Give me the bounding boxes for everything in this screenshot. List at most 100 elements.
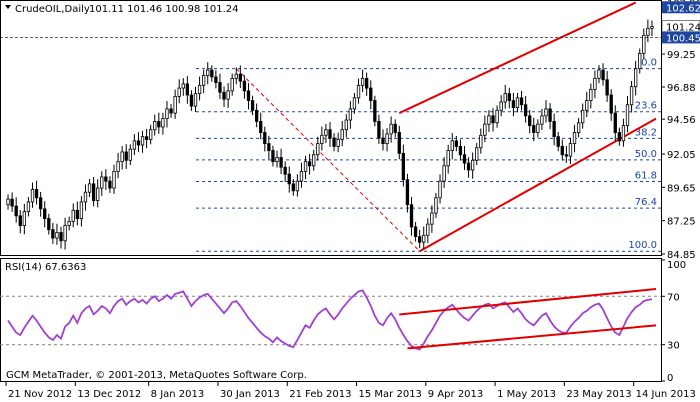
candle-body	[442, 165, 446, 182]
candle-body	[71, 209, 75, 222]
candle-body	[149, 129, 153, 140]
candle-body	[316, 143, 320, 156]
time-tick-label: 21 Feb 2013	[289, 389, 351, 400]
fib-level-label: 61.8	[635, 170, 657, 181]
candle-body	[324, 129, 328, 136]
candle-body	[560, 145, 564, 156]
candle-body	[250, 100, 255, 111]
candle-body	[475, 147, 479, 161]
candle-body	[307, 161, 312, 167]
candle-body	[238, 73, 243, 82]
time-tick-label: 15 Mar 2013	[359, 389, 422, 400]
candle-body	[438, 180, 442, 199]
price-tag-box	[662, 1, 700, 14]
price-tag-label: 100.45	[666, 33, 700, 44]
candle-body	[487, 115, 491, 125]
candle-body	[10, 198, 14, 207]
candle-body	[638, 52, 642, 70]
candle-body	[59, 232, 63, 242]
rsi-line	[7, 289, 653, 351]
candle-body	[157, 121, 161, 128]
candle-body	[230, 77, 234, 92]
candle-body	[140, 136, 145, 146]
candle-body	[197, 84, 202, 95]
price-axis: 102.96101.24100.4599.2596.8894.5692.0589…	[0, 0, 700, 261]
candle-body	[201, 75, 206, 86]
candle-body	[222, 91, 226, 100]
candle-body	[75, 209, 79, 219]
candle-body	[340, 129, 344, 140]
swing-dashed-line	[235, 68, 421, 252]
candle-body	[381, 137, 385, 145]
candle-body	[401, 152, 406, 181]
time-tick-label: 1 May 2013	[497, 389, 556, 400]
candle-body	[96, 187, 100, 201]
candle-body	[495, 109, 499, 124]
candle-body	[83, 191, 88, 203]
candle-body	[320, 134, 324, 145]
candle-body	[87, 183, 92, 193]
candle-body	[389, 123, 393, 135]
candle-body	[30, 189, 35, 203]
candle-body	[430, 212, 434, 225]
price-tick-label: 92.05	[667, 150, 696, 161]
candle-body	[55, 232, 59, 239]
candle-body	[283, 166, 287, 175]
price-tick-label: 89.65	[667, 183, 696, 194]
candle-body	[479, 134, 483, 149]
candle-body	[360, 77, 365, 86]
rsi-tick-label: 30	[667, 341, 680, 352]
candle-body	[218, 82, 222, 93]
candle-body	[397, 132, 401, 154]
candle-body	[373, 100, 377, 122]
ohlc-values: 101.11 101.46 100.98 101.24	[89, 4, 239, 15]
candle-body	[515, 97, 520, 108]
candle-body	[352, 97, 357, 110]
candle-body	[540, 115, 544, 125]
candle-body	[511, 100, 516, 108]
candle-body	[271, 150, 275, 163]
candle-body	[377, 121, 381, 139]
candle-body	[593, 77, 597, 90]
candle-body	[47, 218, 51, 231]
candle-body	[348, 108, 353, 121]
time-axis: 21 Nov 2012 13 Dec 2012 8 Jan 2013 30 Jan 2…	[5, 382, 696, 400]
candle-body	[79, 201, 84, 219]
price-tag-label: 102.62	[666, 3, 700, 14]
candle-body	[104, 176, 108, 182]
candle-body	[214, 76, 218, 83]
fib-level-label: 38.2	[635, 127, 657, 138]
time-tick-label: 9 Apr 2013	[428, 389, 483, 400]
candle-body	[34, 189, 39, 199]
rsi-tick-label: 70	[667, 292, 680, 303]
candle-body	[413, 226, 418, 238]
candle-body	[564, 154, 569, 157]
triangle-icon	[5, 5, 11, 9]
candle-body	[242, 80, 247, 92]
candle-body	[161, 118, 165, 128]
fib-level-label: 100.0	[628, 240, 657, 251]
candle-body	[417, 236, 422, 243]
candle-body	[267, 143, 271, 151]
candle-body	[633, 68, 638, 88]
time-tick-label: 8 Jan 2013	[151, 389, 205, 400]
candle-body	[100, 176, 104, 189]
price-tick-label: 87.25	[667, 217, 696, 228]
candle-body	[483, 123, 487, 136]
rsi-tick-label: 100	[667, 260, 686, 271]
candle-body	[67, 220, 71, 226]
candle-body	[393, 123, 397, 133]
candle-body	[548, 108, 552, 122]
rsi-indicator	[0, 288, 661, 351]
candle-body	[332, 137, 336, 147]
candle-body	[312, 154, 316, 167]
candle-body	[246, 90, 251, 101]
candle-body	[422, 234, 426, 243]
candle-body	[613, 112, 617, 133]
candle-body	[299, 170, 304, 182]
candle-body	[536, 123, 540, 133]
candle-body	[434, 197, 438, 214]
candle-body	[291, 183, 295, 192]
